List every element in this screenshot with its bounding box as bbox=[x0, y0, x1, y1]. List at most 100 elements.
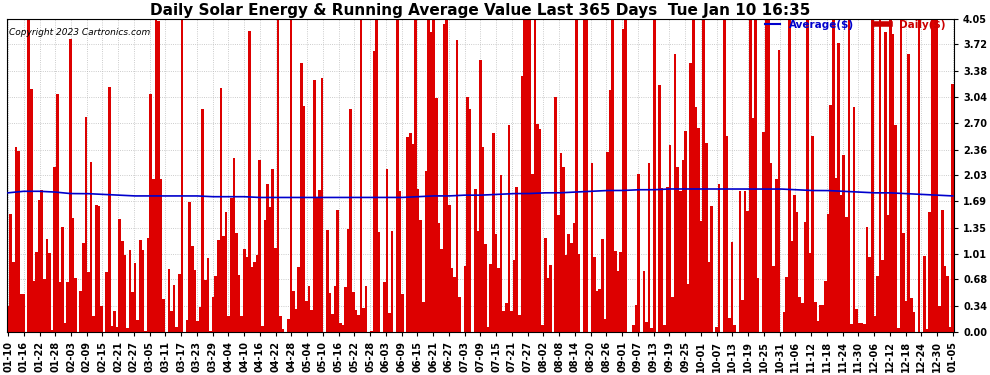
Bar bbox=[339, 323, 342, 332]
Bar bbox=[290, 19, 292, 332]
Bar bbox=[723, 19, 726, 332]
Bar bbox=[308, 286, 311, 332]
Bar bbox=[542, 325, 544, 332]
Bar bbox=[438, 224, 441, 332]
Bar bbox=[716, 327, 718, 332]
Bar bbox=[100, 306, 103, 332]
Bar bbox=[482, 147, 484, 332]
Bar bbox=[884, 32, 887, 332]
Bar bbox=[772, 266, 775, 332]
Bar bbox=[697, 128, 700, 332]
Bar bbox=[425, 171, 428, 332]
Bar bbox=[345, 287, 346, 332]
Bar bbox=[282, 329, 284, 332]
Bar bbox=[668, 145, 671, 332]
Bar bbox=[349, 108, 351, 332]
Bar bbox=[845, 217, 847, 332]
Bar bbox=[931, 19, 934, 332]
Bar bbox=[230, 198, 233, 332]
Bar bbox=[559, 153, 562, 332]
Bar bbox=[702, 19, 705, 332]
Bar bbox=[777, 50, 780, 332]
Bar bbox=[401, 294, 404, 332]
Bar bbox=[791, 241, 793, 332]
Bar bbox=[220, 88, 222, 332]
Bar bbox=[666, 187, 668, 332]
Bar bbox=[276, 19, 279, 332]
Bar bbox=[484, 244, 487, 332]
Bar bbox=[412, 144, 414, 332]
Bar bbox=[49, 253, 50, 332]
Bar bbox=[521, 76, 524, 332]
Bar bbox=[137, 320, 140, 332]
Bar bbox=[928, 213, 931, 332]
Bar bbox=[718, 184, 721, 332]
Bar bbox=[428, 19, 430, 332]
Bar bbox=[38, 200, 41, 332]
Bar bbox=[152, 179, 154, 332]
Bar bbox=[124, 255, 126, 332]
Bar bbox=[518, 315, 521, 332]
Bar bbox=[902, 233, 905, 332]
Bar bbox=[620, 252, 622, 332]
Bar bbox=[695, 107, 697, 332]
Bar bbox=[687, 284, 689, 332]
Bar bbox=[700, 222, 702, 332]
Bar bbox=[900, 19, 902, 332]
Bar bbox=[66, 282, 69, 332]
Bar bbox=[479, 60, 482, 332]
Bar bbox=[119, 219, 121, 332]
Bar bbox=[676, 167, 679, 332]
Bar bbox=[388, 313, 391, 332]
Bar bbox=[142, 250, 145, 332]
Bar bbox=[583, 19, 585, 332]
Bar bbox=[378, 232, 380, 332]
Bar bbox=[806, 19, 809, 332]
Bar bbox=[443, 24, 446, 332]
Bar bbox=[23, 294, 25, 332]
Bar bbox=[354, 310, 357, 332]
Bar bbox=[167, 269, 170, 332]
Bar bbox=[178, 274, 180, 332]
Bar bbox=[58, 282, 61, 332]
Bar bbox=[643, 271, 645, 332]
Bar bbox=[207, 258, 209, 332]
Bar bbox=[814, 302, 817, 332]
Bar bbox=[357, 315, 359, 332]
Bar bbox=[897, 327, 900, 332]
Bar bbox=[819, 305, 822, 332]
Bar bbox=[222, 236, 225, 332]
Bar bbox=[468, 110, 471, 332]
Bar bbox=[604, 319, 606, 332]
Bar bbox=[534, 19, 537, 332]
Bar bbox=[487, 327, 489, 332]
Bar bbox=[788, 19, 791, 332]
Bar bbox=[71, 218, 74, 332]
Bar bbox=[154, 19, 157, 332]
Bar bbox=[943, 266, 946, 332]
Bar bbox=[847, 19, 850, 332]
Bar bbox=[531, 174, 534, 332]
Bar bbox=[297, 267, 300, 332]
Bar bbox=[866, 227, 868, 332]
Bar bbox=[305, 301, 308, 332]
Bar bbox=[489, 264, 492, 332]
Bar bbox=[658, 85, 660, 332]
Bar bbox=[798, 297, 801, 332]
Bar bbox=[82, 243, 84, 332]
Bar bbox=[647, 163, 650, 332]
Bar bbox=[549, 266, 551, 332]
Bar bbox=[679, 191, 681, 332]
Bar bbox=[708, 262, 710, 332]
Bar bbox=[129, 250, 132, 332]
Bar bbox=[946, 276, 948, 332]
Bar bbox=[941, 210, 943, 332]
Bar bbox=[74, 278, 77, 332]
Bar bbox=[894, 125, 897, 332]
Bar bbox=[95, 205, 98, 332]
Bar bbox=[17, 151, 20, 332]
Bar bbox=[476, 231, 479, 332]
Bar bbox=[372, 51, 375, 332]
Bar bbox=[650, 328, 653, 332]
Bar bbox=[116, 327, 119, 332]
